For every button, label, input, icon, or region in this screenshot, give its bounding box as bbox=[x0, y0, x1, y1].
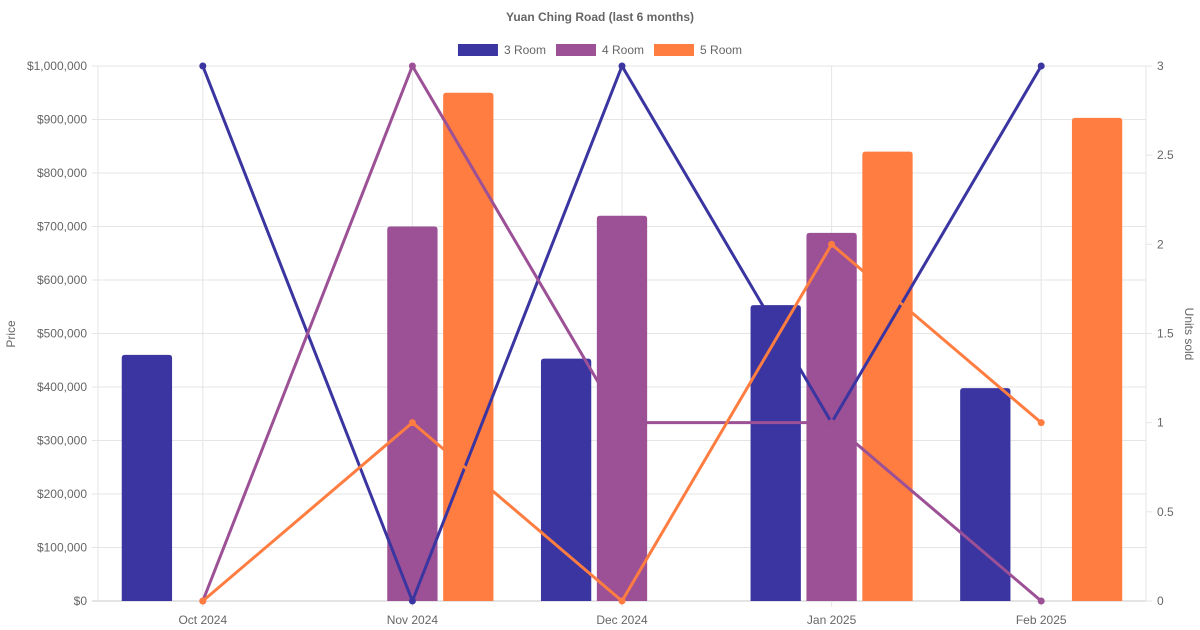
y-left-axis-title: Price bbox=[4, 320, 18, 348]
y-right-tick-label: 1 bbox=[1157, 416, 1164, 430]
legend-label-5-room: 5 Room bbox=[700, 43, 742, 57]
legend-label-4-room: 4 Room bbox=[602, 43, 644, 57]
bar-5-room bbox=[862, 151, 913, 601]
y-left-tick-label: $400,000 bbox=[37, 380, 87, 394]
bar-3-room bbox=[121, 354, 173, 601]
y-right-tick-label: 0.5 bbox=[1157, 505, 1174, 519]
y-left-tick-label: $800,000 bbox=[37, 166, 87, 180]
point-5-room bbox=[618, 597, 626, 605]
y-left-tick-label: $900,000 bbox=[37, 113, 87, 127]
y-right-tick-label: 1.5 bbox=[1157, 327, 1174, 341]
axes: $0 $100,000 $200,000 $300,000 $400,000 $500,0… bbox=[27, 59, 1174, 627]
point-4-room bbox=[1037, 597, 1045, 605]
y-left-tick-label: $1,000,000 bbox=[27, 59, 87, 73]
point-4-room bbox=[408, 62, 416, 70]
lines bbox=[199, 62, 1045, 605]
y-left-tick-label: $200,000 bbox=[37, 487, 87, 501]
y-right-axis-title: Units sold bbox=[1182, 308, 1196, 361]
y-right-tick-label: 0 bbox=[1157, 594, 1164, 608]
x-tick-label: Feb 2025 bbox=[1016, 613, 1067, 627]
point-4-room bbox=[618, 419, 626, 427]
y-left-tick-label: $600,000 bbox=[37, 273, 87, 287]
legend-swatch-3-room bbox=[457, 44, 498, 56]
y-left-tick-label: $300,000 bbox=[37, 434, 87, 448]
bar-4-room bbox=[596, 215, 648, 602]
bar-3-room bbox=[960, 388, 1011, 601]
y-right-tick-label: 3 bbox=[1157, 59, 1164, 73]
legend: 3 Room 4 Room 5 Room bbox=[457, 43, 742, 57]
y-right-tick-label: 2 bbox=[1157, 237, 1164, 251]
point-3-room bbox=[199, 62, 207, 70]
point-3-room bbox=[1037, 62, 1045, 70]
bar-3-room bbox=[750, 305, 801, 601]
point-5-room bbox=[199, 597, 207, 605]
bars bbox=[121, 92, 1123, 602]
y-left-tick-label: $500,000 bbox=[37, 327, 87, 341]
legend-swatch-5-room bbox=[654, 44, 695, 56]
y-left-tick-label: $700,000 bbox=[37, 220, 87, 234]
legend-label-3-room: 3 Room bbox=[504, 43, 546, 57]
point-3-room bbox=[408, 597, 416, 605]
legend-swatch-4-room bbox=[555, 44, 596, 56]
x-tick-label: Dec 2024 bbox=[596, 613, 648, 627]
y-left-tick-label: $100,000 bbox=[37, 541, 87, 555]
x-tick-label: Nov 2024 bbox=[387, 613, 439, 627]
chart-title: Yuan Ching Road (last 6 months) bbox=[506, 10, 694, 24]
point-3-room bbox=[618, 62, 626, 70]
point-4-room bbox=[828, 419, 836, 427]
y-right-tick-label: 2.5 bbox=[1157, 148, 1174, 162]
x-tick-label: Oct 2024 bbox=[178, 613, 227, 627]
bar-4-room bbox=[806, 232, 857, 602]
bar-4-room bbox=[387, 226, 438, 601]
x-tick-label: Jan 2025 bbox=[807, 613, 857, 627]
point-5-room bbox=[408, 419, 416, 427]
point-5-room bbox=[828, 240, 836, 248]
bar-5-room bbox=[1071, 117, 1123, 602]
bar-3-room bbox=[540, 358, 592, 601]
y-left-tick-label: $0 bbox=[74, 594, 88, 608]
point-5-room bbox=[1037, 419, 1045, 427]
bar-5-room bbox=[443, 92, 494, 601]
